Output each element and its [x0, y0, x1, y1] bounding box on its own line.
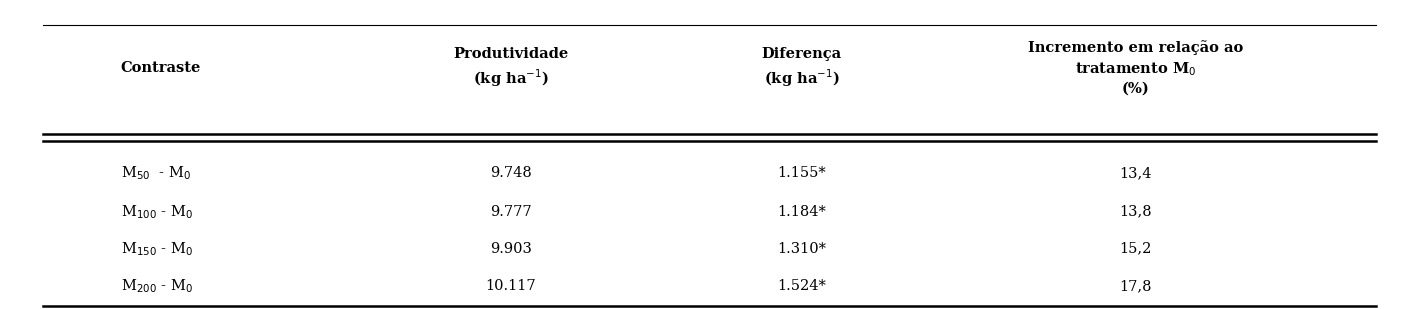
Text: 1.524*: 1.524* — [778, 279, 826, 293]
Text: 10.117: 10.117 — [485, 279, 536, 293]
Text: Contraste: Contraste — [121, 61, 201, 75]
Text: 13,8: 13,8 — [1120, 205, 1151, 219]
Text: M$_{150}$ - M$_0$: M$_{150}$ - M$_0$ — [121, 240, 193, 258]
Text: 1.310*: 1.310* — [778, 242, 826, 256]
Text: 1.155*: 1.155* — [778, 166, 826, 180]
Text: M$_{100}$ - M$_0$: M$_{100}$ - M$_0$ — [121, 203, 193, 221]
Text: Incremento em relação ao
tratamento M$_0$
(%): Incremento em relação ao tratamento M$_0… — [1027, 40, 1243, 95]
Text: 13,4: 13,4 — [1120, 166, 1151, 180]
Text: 9.903: 9.903 — [490, 242, 532, 256]
Text: 15,2: 15,2 — [1120, 242, 1151, 256]
Text: M$_{200}$ - M$_0$: M$_{200}$ - M$_0$ — [121, 277, 193, 295]
Text: Produtividade
(kg ha$^{-1}$): Produtividade (kg ha$^{-1}$) — [453, 47, 569, 89]
Text: 9.777: 9.777 — [490, 205, 532, 219]
Text: Diferença
(kg ha$^{-1}$): Diferença (kg ha$^{-1}$) — [762, 47, 841, 89]
Text: 17,8: 17,8 — [1120, 279, 1151, 293]
Text: 9.748: 9.748 — [490, 166, 532, 180]
Text: 1.184*: 1.184* — [778, 205, 826, 219]
Text: M$_{50}$  - M$_0$: M$_{50}$ - M$_0$ — [121, 164, 192, 182]
